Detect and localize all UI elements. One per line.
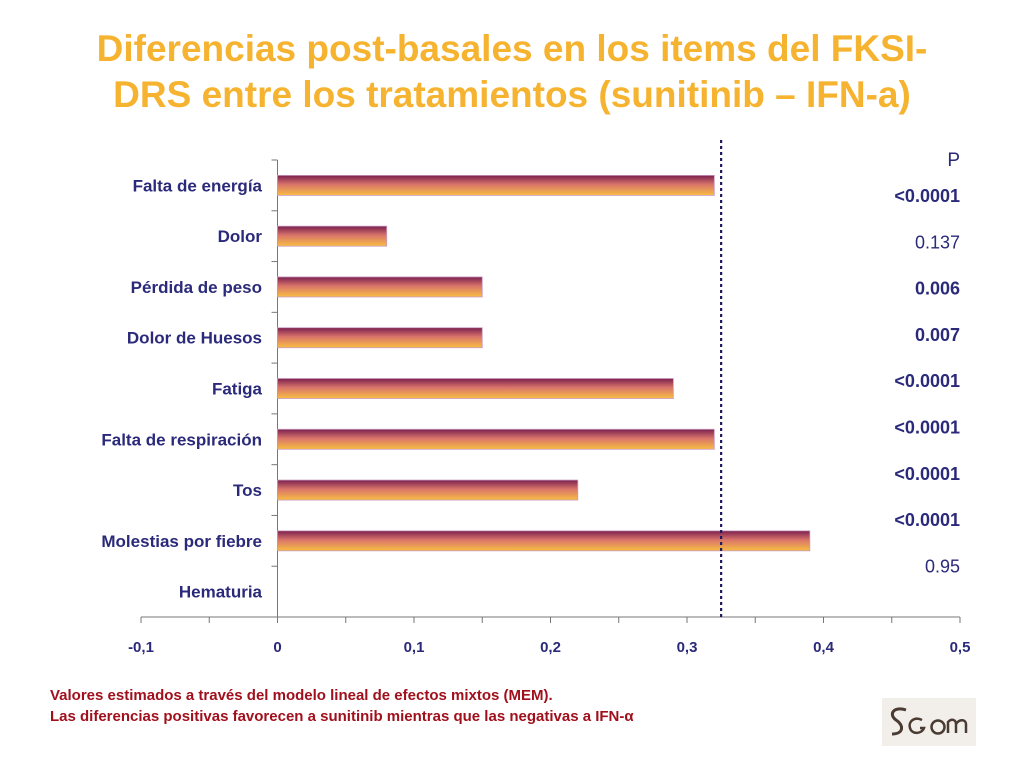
chart-title-line-1: Diferencias post-basales en los items de…: [96, 28, 928, 69]
category-label-0: Falta de energía: [133, 176, 263, 195]
chart-title-line-2: DRS entre los tratamientos (sunitinib – …: [113, 74, 911, 115]
p-value-2: 0.006: [915, 279, 960, 299]
x-tick-label-1: 0: [273, 639, 281, 656]
footnote-line-1: Valores estimados a través del modelo li…: [50, 687, 553, 704]
p-value-0: <0.0001: [894, 186, 960, 206]
p-value-4: <0.0001: [894, 371, 960, 391]
p-value-8: 0.95: [925, 556, 960, 576]
x-tick-label-3: 0,2: [540, 639, 561, 656]
x-tick-label-5: 0,4: [813, 639, 835, 656]
bar-chart: Falta de energía Dolor Pérdida de peso Dolo…: [101, 140, 970, 656]
p-value-3: 0.007: [915, 325, 960, 345]
bar-0: [277, 174, 715, 196]
category-label-2: Pérdida de peso: [131, 278, 262, 297]
category-labels: Falta de energía Dolor Pérdida de peso Dolo…: [101, 176, 262, 601]
p-value-5: <0.0001: [894, 418, 960, 438]
x-tick-label-0: -0,1: [128, 639, 154, 656]
footnote-line-2: Las diferencias positivas favorecen a su…: [50, 708, 634, 725]
footnote: Valores estimados a través del modelo li…: [50, 685, 634, 727]
bar-2: [277, 276, 483, 298]
category-label-7: Molestias por fiebre: [101, 532, 262, 551]
p-value-1: 0.137: [915, 232, 960, 252]
bar-1: [277, 225, 388, 247]
p-value-header: P: [947, 150, 960, 171]
x-tick-label-4: 0,3: [677, 639, 698, 656]
category-label-5: Falta de respiración: [101, 430, 262, 449]
chart-bars: [277, 174, 811, 552]
bar-6: [277, 479, 579, 501]
bar-3: [277, 327, 483, 349]
category-label-6: Tos: [233, 481, 262, 500]
category-label-1: Dolor: [218, 227, 263, 246]
bar-5: [277, 428, 715, 450]
x-tick-label-6: 0,5: [950, 639, 971, 656]
category-label-4: Fatiga: [212, 380, 263, 399]
p-value-column: P <0.0001 0.137 0.006 0.007 <0.0001 <0.0001 <0…: [894, 150, 960, 576]
sgom-logo-icon: [882, 698, 976, 746]
p-value-7: <0.0001: [894, 510, 960, 530]
x-tick-labels: -0,1 0 0,1 0,2 0,3 0,4 0,5: [128, 639, 970, 656]
category-label-8: Hematuria: [179, 583, 263, 602]
p-value-6: <0.0001: [894, 464, 960, 484]
x-tick-label-2: 0,1: [404, 639, 425, 656]
chart-title: Diferencias post-basales en los items de…: [20, 26, 1004, 118]
bar-4: [277, 378, 674, 399]
bar-7: [277, 530, 811, 552]
category-label-3: Dolor de Huesos: [127, 329, 262, 348]
